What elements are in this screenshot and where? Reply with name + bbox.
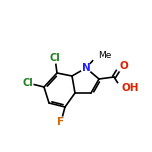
Text: OH: OH bbox=[122, 83, 140, 93]
Text: Cl: Cl bbox=[50, 53, 60, 63]
Text: Cl: Cl bbox=[23, 78, 33, 88]
Circle shape bbox=[116, 83, 126, 93]
Circle shape bbox=[116, 61, 126, 71]
Text: N: N bbox=[82, 63, 90, 73]
Circle shape bbox=[92, 51, 102, 61]
Text: F: F bbox=[57, 117, 65, 127]
Text: O: O bbox=[120, 61, 128, 71]
Text: Me: Me bbox=[98, 52, 111, 60]
Circle shape bbox=[23, 78, 33, 88]
Circle shape bbox=[56, 117, 66, 127]
Circle shape bbox=[50, 53, 60, 63]
Circle shape bbox=[81, 63, 91, 73]
